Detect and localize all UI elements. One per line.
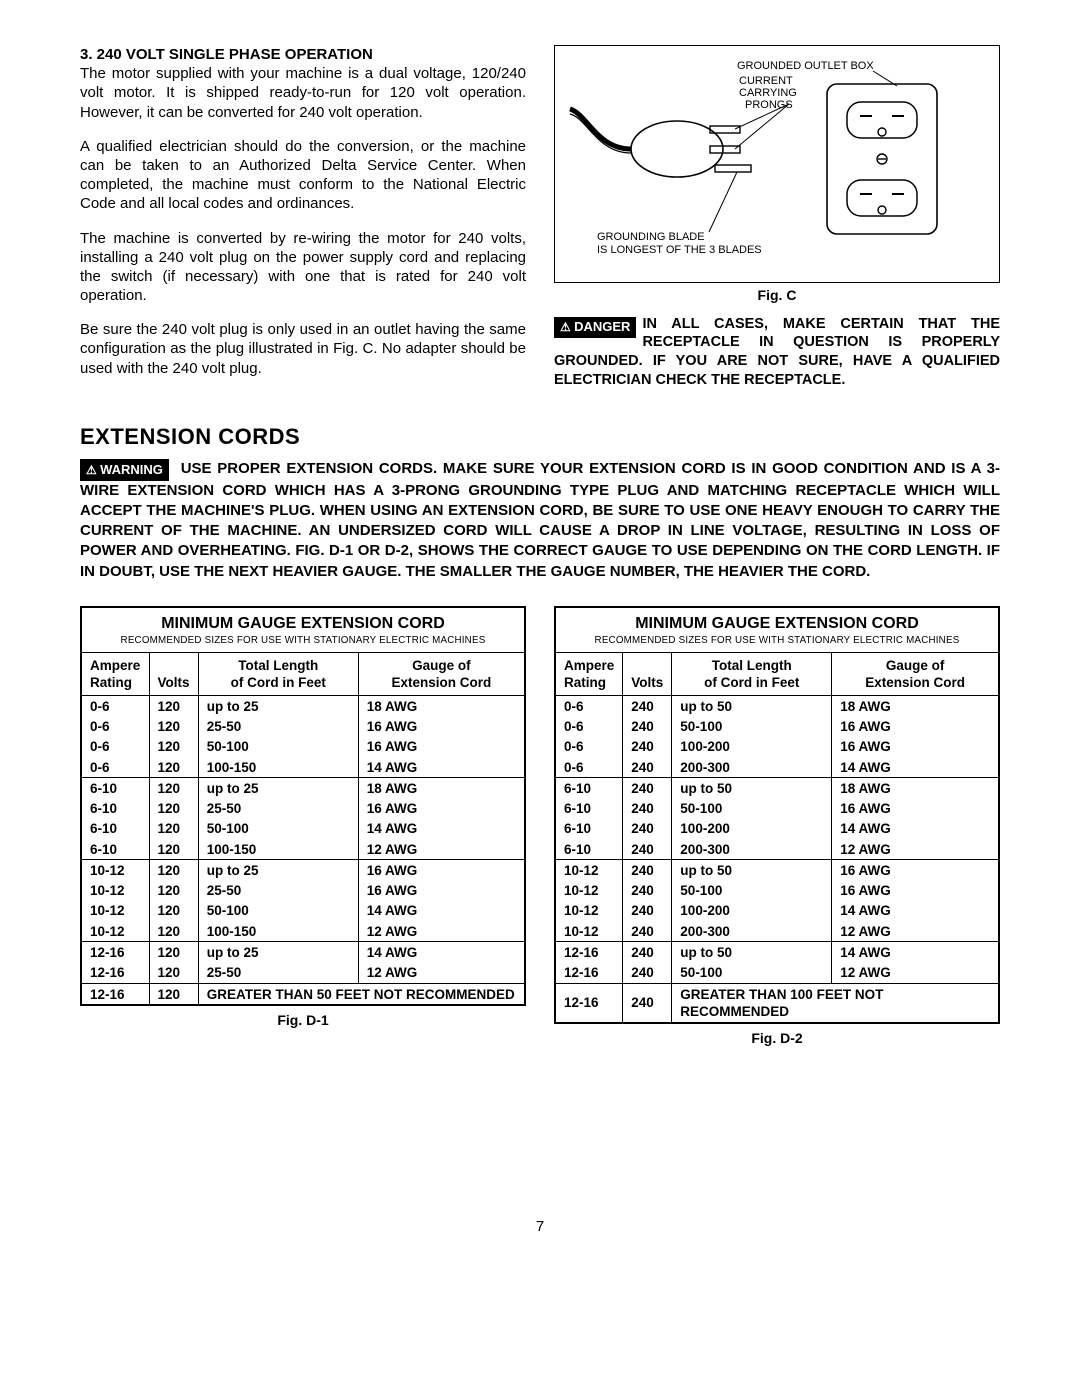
- svg-text:IS LONGEST OF THE 3 BLADES: IS LONGEST OF THE 3 BLADES: [597, 244, 762, 256]
- table-row: 10-12240200-30012 AWG: [556, 921, 998, 942]
- table-row: 10-12240100-20014 AWG: [556, 901, 998, 921]
- table-d2-caption: Fig. D-2: [554, 1030, 1000, 1048]
- table-d2-wrap: MINIMUM GAUGE EXTENSION CORD RECOMMENDED…: [554, 606, 1000, 1048]
- warning-badge: WARNING: [80, 459, 169, 481]
- table-row: 12-16120up to 2514 AWG: [82, 942, 524, 963]
- section-3-p3: The machine is converted by re-wiring th…: [80, 229, 526, 306]
- table-row: 0-612025-5016 AWG: [82, 717, 524, 737]
- warning-text: USE PROPER EXTENSION CORDS. MAKE SURE YO…: [80, 460, 1000, 580]
- table-row: 10-12120up to 2516 AWG: [82, 860, 524, 881]
- extension-cords-heading: EXTENSION CORDS: [80, 423, 1000, 451]
- table-row: 6-10120up to 2518 AWG: [82, 778, 524, 799]
- table-row: 12-1624050-10012 AWG: [556, 963, 998, 984]
- table-row: 6-10240200-30012 AWG: [556, 839, 998, 860]
- section-3-p1: The motor supplied with your machine is …: [80, 65, 526, 120]
- page-number: 7: [80, 1217, 1000, 1236]
- table-d1-title: MINIMUM GAUGE EXTENSION CORD: [82, 608, 524, 635]
- table-row: 12-16240up to 5014 AWG: [556, 942, 998, 963]
- section-3-p4: Be sure the 240 volt plug is only used i…: [80, 320, 526, 378]
- table-d1-caption: Fig. D-1: [80, 1012, 526, 1030]
- table-d1-subtitle: RECOMMENDED SIZES FOR USE WITH STATIONAR…: [82, 635, 524, 653]
- table-note-row: 12-16240GREATER THAN 100 FEET NOT RECOMM…: [556, 984, 998, 1022]
- svg-text:CARRYING: CARRYING: [739, 87, 797, 99]
- danger-badge: DANGER: [554, 317, 636, 338]
- table-row: 0-6120100-15014 AWG: [82, 757, 524, 778]
- svg-text:GROUNDING BLADE: GROUNDING BLADE: [597, 231, 705, 243]
- table-row: 10-1224050-10016 AWG: [556, 881, 998, 901]
- table-row: 0-6240up to 5018 AWG: [556, 696, 998, 717]
- svg-text:GROUNDED OUTLET BOX: GROUNDED OUTLET BOX: [737, 60, 874, 72]
- table-row: 0-6240100-20016 AWG: [556, 737, 998, 757]
- table-d1: MINIMUM GAUGE EXTENSION CORD RECOMMENDED…: [80, 606, 526, 1007]
- table-row: 10-1212025-5016 AWG: [82, 881, 524, 901]
- table-row: 6-1012025-5016 AWG: [82, 799, 524, 819]
- figure-c-column: GROUNDED OUTLET BOX CURRENT CARRYING PRO…: [554, 45, 1000, 393]
- table-note-row: 12-16120GREATER THAN 50 FEET NOT RECOMME…: [82, 984, 524, 1005]
- table-row: 0-624050-10016 AWG: [556, 717, 998, 737]
- table-row: 0-6120up to 2518 AWG: [82, 696, 524, 717]
- table-row: 0-612050-10016 AWG: [82, 737, 524, 757]
- warning-block: WARNING USE PROPER EXTENSION CORDS. MAKE…: [80, 459, 1000, 582]
- table-row: 10-1212050-10014 AWG: [82, 901, 524, 921]
- table-row: 6-1024050-10016 AWG: [556, 799, 998, 819]
- danger-block: DANGER IN ALL CASES, MAKE CERTAIN THAT T…: [554, 315, 1000, 389]
- svg-text:CURRENT: CURRENT: [739, 75, 793, 87]
- section-3-text: 3. 240 VOLT SINGLE PHASE OPERATION The m…: [80, 45, 526, 393]
- figure-c-caption: Fig. C: [554, 287, 1000, 305]
- table-d2-subtitle: RECOMMENDED SIZES FOR USE WITH STATIONAR…: [556, 635, 998, 653]
- table-row: 6-1012050-10014 AWG: [82, 819, 524, 839]
- table-row: 6-10120100-15012 AWG: [82, 839, 524, 860]
- table-row: 10-12120100-15012 AWG: [82, 921, 524, 942]
- table-row: 6-10240100-20014 AWG: [556, 819, 998, 839]
- table-row: 0-6240200-30014 AWG: [556, 757, 998, 778]
- table-row: 10-12240up to 5016 AWG: [556, 860, 998, 881]
- svg-text:PRONGS: PRONGS: [745, 99, 793, 111]
- table-row: 6-10240up to 5018 AWG: [556, 778, 998, 799]
- figure-c-diagram: GROUNDED OUTLET BOX CURRENT CARRYING PRO…: [554, 45, 1000, 283]
- table-d2-title: MINIMUM GAUGE EXTENSION CORD: [556, 608, 998, 635]
- section-3-title: 3. 240 VOLT SINGLE PHASE OPERATION: [80, 46, 373, 63]
- section-3-p2: A qualified electrician should do the co…: [80, 137, 526, 214]
- table-row: 12-1612025-5012 AWG: [82, 963, 524, 984]
- table-d2: MINIMUM GAUGE EXTENSION CORD RECOMMENDED…: [554, 606, 1000, 1024]
- table-d1-wrap: MINIMUM GAUGE EXTENSION CORD RECOMMENDED…: [80, 606, 526, 1048]
